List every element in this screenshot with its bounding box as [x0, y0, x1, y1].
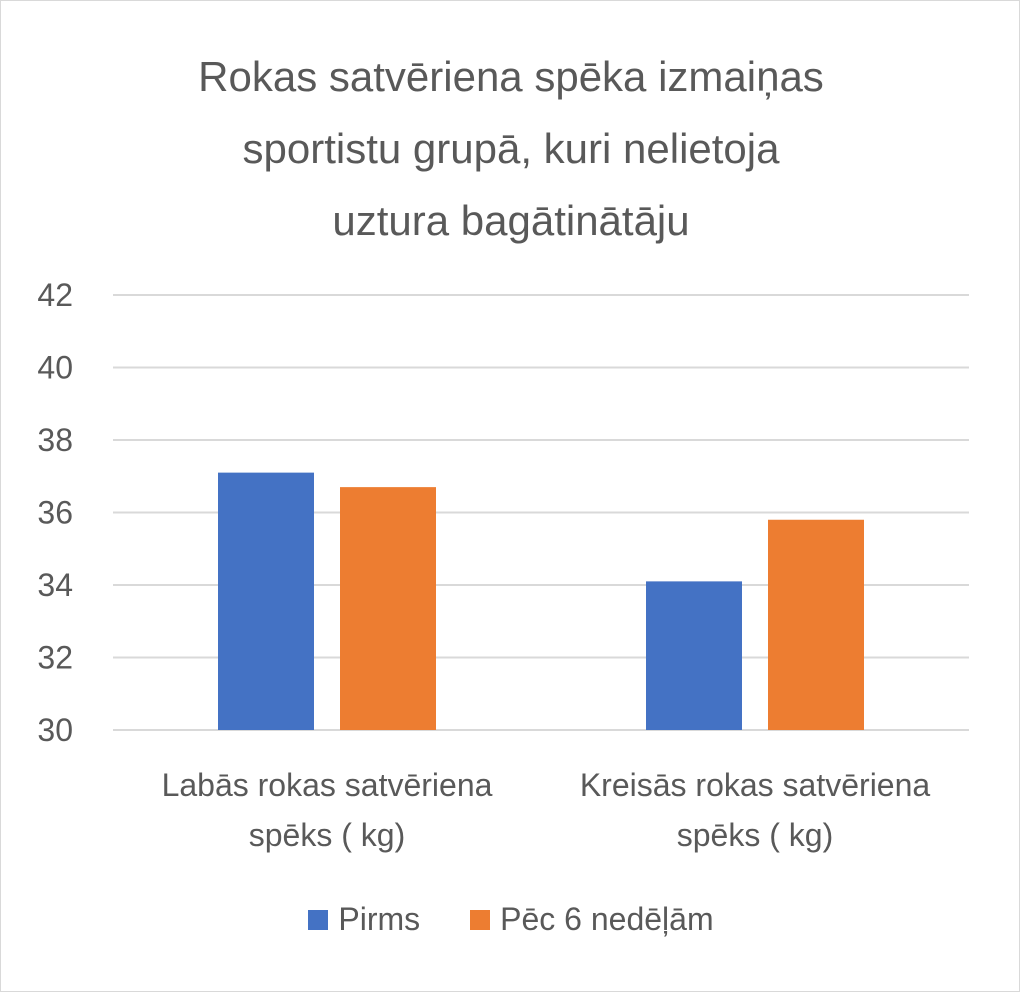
category-label: Labās rokas satvēriena — [162, 767, 493, 803]
category-label: spēks ( kg) — [249, 817, 405, 853]
legend-swatch-pirms — [308, 909, 329, 930]
bar-pec-6-nedelam-0 — [340, 487, 436, 730]
chart-title-line-1: Rokas satvēriena spēka izmaiņas — [198, 53, 824, 100]
y-tick-label: 40 — [37, 350, 73, 386]
legend-item-pec-6-nedelam: Pēc 6 nedēļām — [470, 901, 714, 938]
y-tick-label: 36 — [37, 495, 73, 531]
chart-title-line-2: sportistu grupā, kuri nelietoja — [242, 125, 780, 172]
chart-title-line-3: uztura bagātinātāju — [332, 197, 690, 244]
legend-label-pec-6-nedelam: Pēc 6 nedēļām — [500, 901, 714, 937]
bar-pirms-1 — [646, 581, 742, 730]
y-tick-label: 34 — [37, 567, 73, 603]
bar-pec-6-nedelam-1 — [768, 519, 864, 730]
category-label: spēks ( kg) — [677, 817, 833, 853]
y-tick-label: 32 — [37, 640, 73, 676]
bar-pirms-0 — [218, 472, 314, 730]
y-tick-label: 30 — [37, 712, 73, 748]
y-tick-label: 42 — [37, 277, 73, 313]
category-label: Kreisās rokas satvēriena — [580, 767, 931, 803]
legend-item-pirms: Pirms — [308, 901, 420, 938]
legend-swatch-pec-6-nedelam — [470, 909, 491, 930]
legend-label-pirms: Pirms — [338, 901, 421, 937]
chart-title: Rokas satvēriena spēka izmaiņas sportist… — [61, 41, 961, 257]
y-tick-label: 38 — [37, 422, 73, 458]
plot-area: 30 32 34 36 38 40 42 Labās rokas satvēriena spē… — [37, 277, 969, 853]
legend: Pirms Pēc 6 nedēļām — [1, 901, 1020, 938]
